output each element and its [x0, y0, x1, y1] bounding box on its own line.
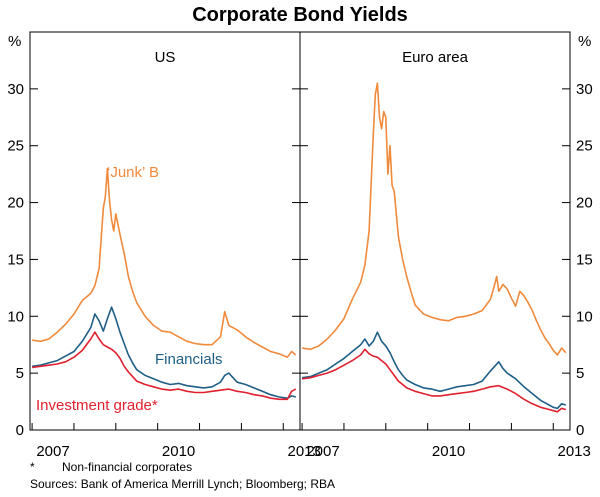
sources-note: Sources: Bank of America Merrill Lynch; …	[30, 477, 335, 491]
series-line-junk-us	[31, 167, 297, 358]
series-line-investment-euro	[301, 348, 567, 413]
y-tick-label-right: 20	[576, 195, 593, 212]
x-tick-label: 2010	[162, 443, 195, 460]
series-group-us	[31, 167, 297, 401]
footnote-text: Non-financial corporates	[62, 460, 192, 474]
series-line-financials-us	[31, 306, 297, 399]
y-tick-label-right: 0	[576, 422, 584, 439]
panel-title-euro: Euro area	[402, 49, 469, 66]
y-tick-label-left: 5	[16, 365, 24, 382]
y-unit-left: %	[8, 33, 21, 50]
y-unit-right: %	[578, 33, 591, 50]
x-tick-label: 2013	[287, 443, 320, 460]
series-line-financials-euro	[301, 331, 567, 410]
x-tick-label: 2010	[432, 443, 465, 460]
y-tick-label-left: 10	[7, 308, 24, 325]
panel-title-us: US	[155, 49, 176, 66]
y-tick-label-left: 20	[7, 195, 24, 212]
x-tick-label: 2013	[557, 443, 590, 460]
y-tick-label-left: 0	[16, 422, 24, 439]
y-tick-label-right: 5	[576, 365, 584, 382]
series-line-junk-euro	[301, 82, 567, 356]
x-tick-label: 2007	[36, 443, 69, 460]
series-group-euro	[301, 82, 567, 413]
x-tick-label: 2007	[306, 443, 339, 460]
y-tick-label-right: 25	[576, 138, 593, 155]
y-tick-label-left: 25	[7, 138, 24, 155]
y-tick-label-left: 15	[7, 251, 24, 268]
y-tick-label-right: 10	[576, 308, 593, 325]
y-tick-label-left: 30	[7, 81, 24, 98]
chart-title: Corporate Bond Yields	[192, 4, 408, 26]
y-tick-label-right: 30	[576, 81, 593, 98]
series-label-financials: Financials	[155, 351, 223, 368]
series-label-investment: Investment grade*	[36, 397, 158, 414]
series-line-investment-us	[31, 331, 297, 401]
series-label-junk: ‘Junk’ B	[107, 164, 159, 181]
y-ticks-right: 0 5 10 15 20 25 30	[562, 81, 593, 439]
footnote-marker: *	[30, 460, 35, 474]
y-tick-label-right: 15	[576, 251, 593, 268]
y-ticks-left: 0 5 10 15 20 25 30	[7, 81, 308, 439]
